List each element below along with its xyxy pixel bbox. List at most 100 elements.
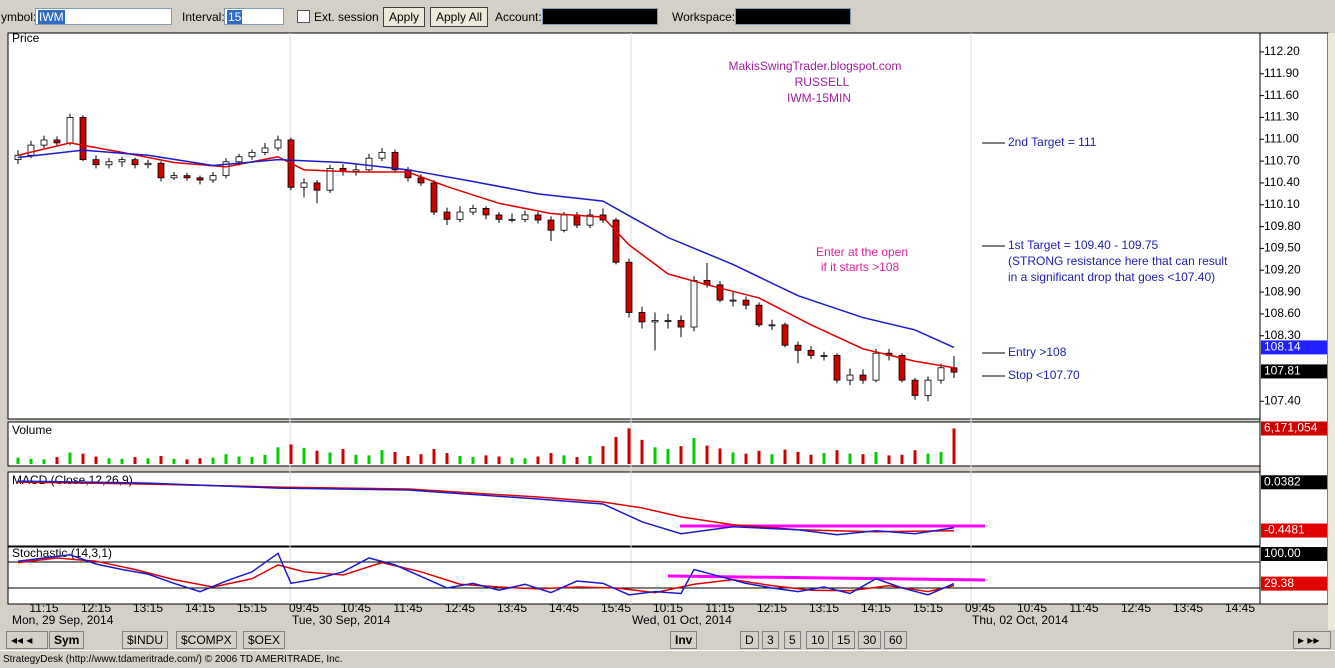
date-label: Wed, 01 Oct, 2014 [632,613,732,627]
volume-bar [523,458,527,464]
candle-body [79,117,87,161]
candle-body [638,312,646,323]
candle-body [898,355,906,381]
period-tab[interactable]: 15 [832,631,856,649]
y-tick-label: 108.90 [1264,284,1301,298]
candle-body [40,139,48,146]
account-label: Account: [495,10,542,24]
ema-slow [17,149,955,349]
symbol-field[interactable]: IWM [35,8,172,25]
volume-bar [224,454,228,464]
volume-bar [120,458,124,464]
volume-bar [575,457,579,464]
period-tab[interactable]: 60 [884,631,908,649]
x-tick-label: 11:45 [393,601,422,615]
candle-body [430,182,438,213]
volume-bar [874,451,878,464]
volume-bar [640,439,644,464]
indicator-label: -0.4481 [1264,523,1305,537]
x-tick-label: 12:45 [445,601,475,615]
candle-body [716,284,724,301]
volume-last-label: 6,171,054 [1264,421,1318,435]
x-tick-label: 12:45 [1121,601,1151,615]
interval-field[interactable]: 15 [224,8,284,25]
indicator-box [1261,523,1327,538]
candle-body [742,299,750,306]
volume-bar [731,452,735,464]
volume-bar [276,447,280,464]
value-axis [1259,32,1329,605]
candle-body [872,352,880,381]
volume-bar [211,457,215,464]
candle-body [27,144,35,156]
volume-bar [666,449,670,464]
volume-bar [42,459,46,464]
candle-body [118,159,126,163]
apply-button[interactable]: Apply [383,7,426,27]
account-field[interactable] [542,8,658,25]
annotation: Stop <107.70 [1008,368,1080,382]
side-scrollbar [1328,33,1335,630]
volume-bar [484,455,488,464]
candle-body [378,151,386,159]
tab[interactable]: $COMPX [176,631,237,649]
annotation: RUSSELL [795,75,850,89]
tab[interactable]: Sym [49,631,85,649]
workspace-field[interactable] [735,8,851,25]
volume-bar [185,459,189,464]
volume-bar [757,450,761,464]
period-tab[interactable]: 30 [858,631,882,649]
x-tick-label: 13:15 [809,601,839,615]
tab[interactable]: $INDU [122,631,169,649]
interval-label: Interval: [182,10,225,24]
volume-bar [172,458,176,464]
candle-body [469,207,477,213]
stochastic-panel [7,546,1261,605]
candle-body [261,147,269,153]
volume-bar [29,458,33,464]
ext-session-checkbox[interactable] [297,10,310,23]
ema-fast [17,142,955,369]
annotation: if it starts >108 [821,260,900,274]
ext-session-label: Ext. session [314,10,379,24]
y-tick-label: 111.60 [1264,88,1299,102]
candle-body [53,139,61,144]
x-tick-label: 14:15 [185,601,215,615]
x-tick-label: 09:45 [965,601,995,615]
candle-body [781,324,789,346]
chart: Price Volume MACD (Close,12,26,9) Stocha… [7,31,1335,630]
volume-bar [497,456,501,464]
volume-bar [250,457,254,464]
volume-bar [393,451,397,464]
y-tick-label: 108.30 [1264,328,1301,342]
nav-arrows[interactable]: ◂◂ ◂ [6,631,48,649]
volume-bar [562,455,566,464]
period-tab[interactable]: 5 [784,631,801,649]
candle-body [820,355,828,357]
y-tick-label: 111.00 [1264,131,1299,145]
nav-arrows[interactable]: ▸ ▸▸ [1293,631,1331,649]
candle-body [729,299,737,302]
tab[interactable]: Inv [670,631,698,649]
macd-panel [7,471,1261,547]
candle-body [521,214,529,220]
tab[interactable]: $OEX [243,631,286,649]
last-price-box [1261,364,1327,379]
candle-body [417,177,425,184]
candle-body [300,182,308,188]
candle-body [950,367,958,373]
x-tick-label: 10:15 [653,601,683,615]
volume-bar [926,453,930,464]
volume-bar [900,454,904,464]
annotation: MakisSwingTrader.blogspot.com [729,59,902,73]
candle-body [391,151,399,171]
apply-all-button[interactable]: Apply All [430,7,489,27]
period-tab[interactable]: D [740,631,759,649]
last-price-label: 108.14 [1264,340,1301,354]
volume-bar [705,445,709,464]
x-tick-label: 09:45 [289,601,319,615]
period-tab[interactable]: 3 [762,631,779,649]
period-tab[interactable]: 10 [806,631,830,649]
volume-bar [159,455,163,464]
indicator-box [1261,576,1327,591]
